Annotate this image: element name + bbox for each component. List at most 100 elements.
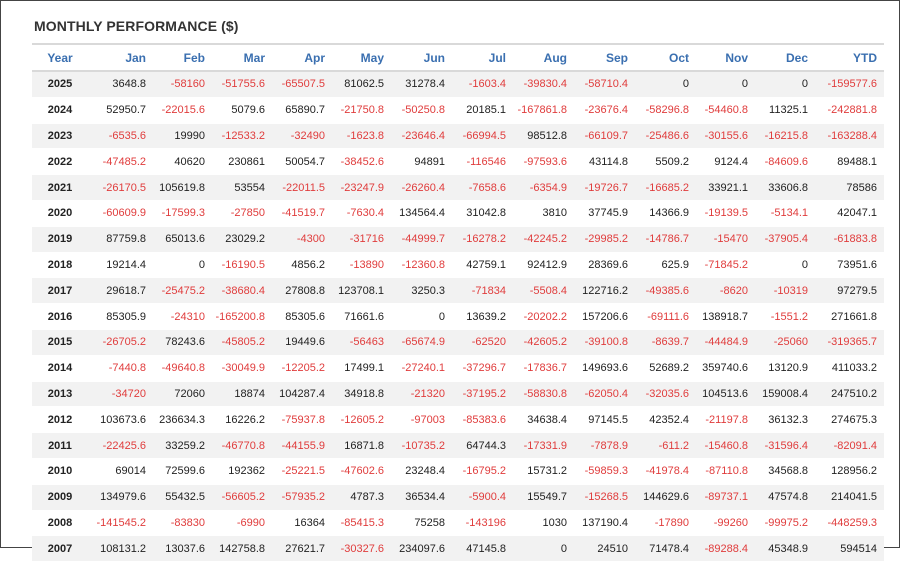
value-cell-dec: 0	[755, 71, 815, 98]
value-cell-jun: -65674.9	[391, 329, 452, 356]
table-row: 2010 69014 72599.6 192362 -25221.5 -47602.6 23…	[32, 458, 884, 485]
value-cell-apr: -12205.2	[272, 355, 332, 382]
value-cell-feb: 65013.6	[153, 226, 212, 253]
value-cell-jan: -141545.2	[88, 510, 153, 537]
table-header: Year Jan Feb Mar Apr May Jun Jul Aug Sep Oct Nov Dec…	[32, 43, 884, 72]
year-cell: 2014	[32, 355, 88, 382]
year-cell: 2008	[32, 510, 88, 537]
value-cell-jun: -44999.7	[391, 226, 452, 253]
value-cell-nov: 0	[696, 71, 755, 98]
value-cell-sep: -59859.3	[574, 458, 635, 485]
value-cell-dec: -25060	[755, 329, 815, 356]
value-cell-sep: -19726.7	[574, 174, 635, 201]
value-cell-nov: -21197.8	[696, 406, 755, 434]
value-cell-apr: 85305.6	[272, 303, 332, 330]
value-cell-apr: 65890.7	[272, 97, 332, 124]
year-cell: 2021	[32, 174, 88, 201]
value-cell-jan: -34720	[88, 381, 153, 408]
year-cell: 2012	[32, 406, 88, 434]
value-cell-ytd: 89488.1	[815, 148, 884, 176]
value-cell-dec: -5134.1	[755, 200, 815, 227]
value-cell-aug: -42605.2	[513, 329, 574, 356]
value-cell-may: -13890	[332, 252, 391, 279]
value-cell-oct: 625.9	[635, 252, 696, 279]
value-cell-jul: -71834	[452, 277, 513, 305]
value-cell-jul: 31042.8	[452, 200, 513, 227]
value-cell-apr: -41519.7	[272, 200, 332, 227]
column-header-ytd: YTD	[815, 43, 884, 72]
value-cell-oct: 0	[635, 71, 696, 98]
value-cell-sep: 157206.6	[574, 303, 635, 330]
value-cell-may: 34918.8	[332, 381, 391, 408]
value-cell-feb: 72599.6	[153, 458, 212, 485]
value-cell-jun: -12360.8	[391, 252, 452, 279]
value-cell-jan: 3648.8	[88, 71, 153, 98]
column-header-dec: Dec	[755, 43, 815, 72]
table-row: 2016 85305.9 -24310 -165200.8 85305.6 71661.6…	[32, 303, 884, 330]
value-cell-ytd: 97279.5	[815, 277, 884, 305]
value-cell-mar: -51755.6	[212, 71, 272, 98]
value-cell-aug: -97593.6	[513, 148, 574, 176]
value-cell-feb: 13037.6	[153, 535, 212, 562]
table-row: 2015 -26705.2 78243.6 -45805.2 19449.6 -56463…	[32, 329, 884, 356]
value-cell-dec: -16215.8	[755, 123, 815, 150]
value-cell-aug: -42245.2	[513, 226, 574, 253]
value-cell-dec: -37905.4	[755, 226, 815, 253]
column-header-jan: Jan	[88, 43, 153, 72]
value-cell-apr: -65507.5	[272, 71, 332, 98]
value-cell-sep: -29985.2	[574, 226, 635, 253]
value-cell-feb: -17599.3	[153, 200, 212, 227]
value-cell-aug: 34638.4	[513, 406, 574, 434]
value-cell-oct: -69111.6	[635, 303, 696, 330]
value-cell-nov: -44484.9	[696, 329, 755, 356]
value-cell-feb: 55432.5	[153, 484, 212, 511]
value-cell-may: 4787.3	[332, 484, 391, 511]
value-cell-mar: 5079.6	[212, 97, 272, 124]
value-cell-jun: 234097.6	[391, 535, 452, 562]
value-cell-jan: 134979.6	[88, 484, 153, 511]
value-cell-mar: 18874	[212, 381, 272, 408]
value-cell-sep: -23676.4	[574, 97, 635, 124]
value-cell-jan: -60609.9	[88, 200, 153, 227]
column-header-may: May	[332, 43, 391, 72]
value-cell-sep: -66109.7	[574, 123, 635, 150]
value-cell-oct: -611.2	[635, 432, 696, 459]
value-cell-mar: -38680.4	[212, 277, 272, 305]
value-cell-sep: 24510	[574, 535, 635, 562]
column-header-oct: Oct	[635, 43, 696, 72]
value-cell-ytd: 594514	[815, 535, 884, 562]
table-row: 2018 19214.4 0 -16190.5 4856.2 -13890 -12360.8…	[32, 252, 884, 279]
value-cell-nov: -19139.5	[696, 200, 755, 227]
value-cell-jul: 64744.3	[452, 432, 513, 459]
column-header-aug: Aug	[513, 43, 574, 72]
value-cell-aug: -58830.8	[513, 381, 574, 408]
value-cell-jun: 31278.4	[391, 71, 452, 98]
value-cell-oct: -17890	[635, 510, 696, 537]
value-cell-jan: 87759.8	[88, 226, 153, 253]
value-cell-jan: -26170.5	[88, 174, 153, 201]
value-cell-jun: -23646.4	[391, 123, 452, 150]
value-cell-jan: -26705.2	[88, 329, 153, 356]
value-cell-apr: -57935.2	[272, 484, 332, 511]
value-cell-dec: 159008.4	[755, 381, 815, 408]
value-cell-mar: 192362	[212, 458, 272, 485]
value-cell-jun: 36534.4	[391, 484, 452, 511]
value-cell-jan: 85305.9	[88, 303, 153, 330]
value-cell-ytd: 411033.2	[815, 355, 884, 382]
value-cell-dec: -84609.6	[755, 148, 815, 176]
value-cell-oct: 14366.9	[635, 200, 696, 227]
value-cell-ytd: 247510.2	[815, 381, 884, 408]
table-row: 2022 -47485.2 40620 230861 50054.7 -38452.6 94…	[32, 148, 884, 176]
value-cell-mar: -56605.2	[212, 484, 272, 511]
value-cell-jun: -10735.2	[391, 432, 452, 459]
value-cell-nov: -89288.4	[696, 535, 755, 562]
value-cell-apr: 27808.8	[272, 277, 332, 305]
year-cell: 2017	[32, 277, 88, 305]
value-cell-may: 123708.1	[332, 277, 391, 305]
table-row: 2017 29618.7 -25475.2 -38680.4 27808.8 123708…	[32, 277, 884, 305]
value-cell-aug: 1030	[513, 510, 574, 537]
value-cell-oct: 42352.4	[635, 406, 696, 434]
value-cell-jun: 94891	[391, 148, 452, 176]
value-cell-apr: 16364	[272, 510, 332, 537]
value-cell-dec: 47574.8	[755, 484, 815, 511]
